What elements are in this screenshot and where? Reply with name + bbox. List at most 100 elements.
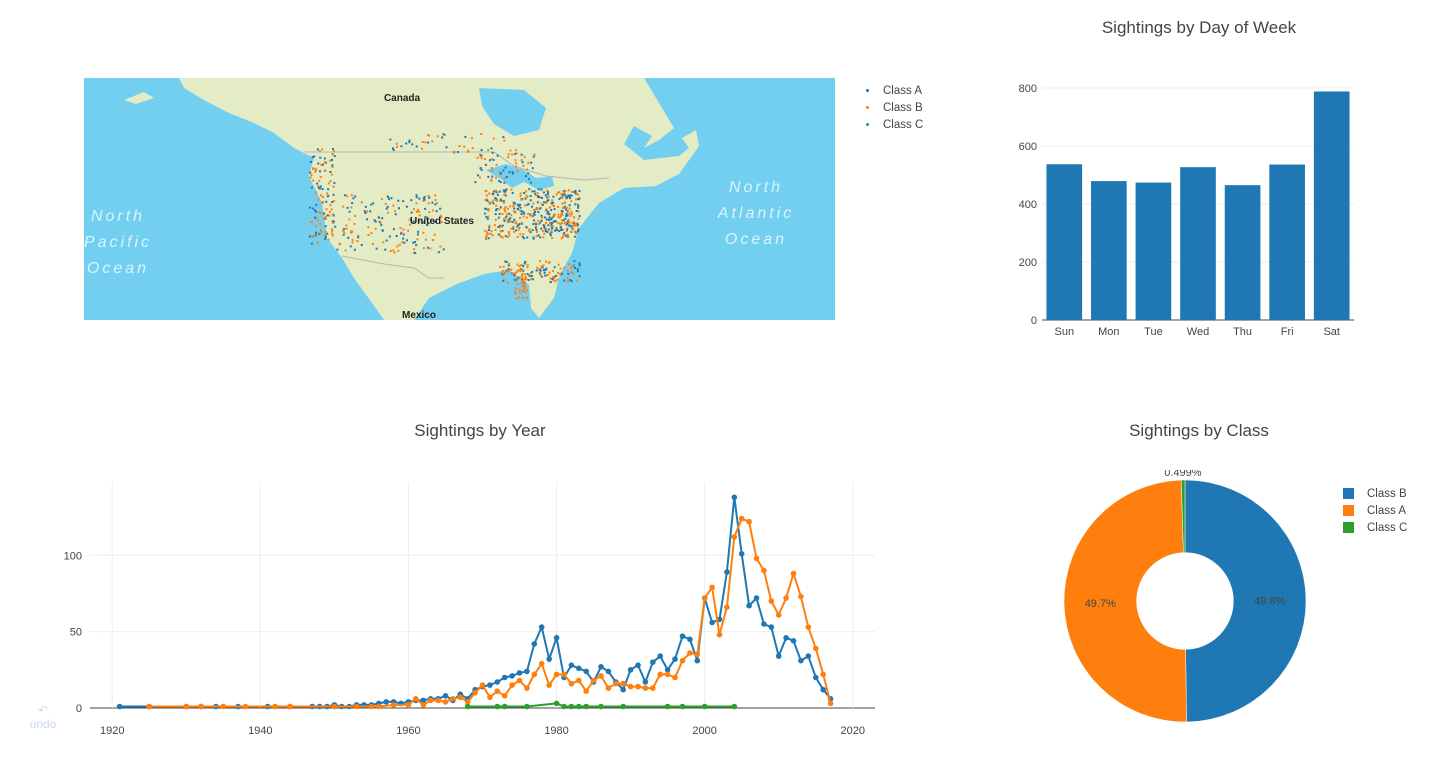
sighting-point: [369, 210, 372, 213]
map-canvas[interactable]: Canada United States Mexico North Pacifi…: [84, 78, 835, 320]
sighting-point: [487, 229, 490, 231]
sighting-point: [402, 228, 405, 231]
line-point-class-a: [590, 677, 597, 684]
sighting-point: [489, 232, 492, 235]
sighting-point: [514, 222, 517, 225]
sighting-point: [519, 209, 522, 212]
sighting-point: [514, 219, 517, 222]
pie-legend-item-class-c[interactable]: Class C: [1343, 519, 1407, 536]
sighting-point: [495, 191, 498, 194]
map-legend-item-class-b[interactable]: Class B: [862, 99, 923, 116]
line-point-class-a: [576, 677, 582, 684]
sighting-point: [523, 273, 526, 276]
sighting-point: [439, 214, 442, 217]
sighting-point: [516, 236, 519, 238]
sighting-point: [537, 219, 540, 222]
sighting-point: [562, 233, 565, 236]
pie-legend-item-class-a[interactable]: Class A: [1343, 502, 1407, 519]
sighting-point: [311, 156, 314, 159]
sighting-point: [502, 169, 505, 172]
line-point-class-a: [450, 696, 456, 702]
sighting-point: [514, 149, 517, 152]
sighting-point: [496, 199, 499, 202]
pie-chart[interactable]: 49.8% 49.7% 0.499%: [1050, 470, 1330, 750]
sighting-point: [549, 234, 552, 237]
sighting-point: [423, 198, 426, 201]
line-point-class-c: [553, 700, 560, 707]
sighting-point: [559, 226, 562, 229]
sighting-point: [530, 278, 533, 281]
sighting-point: [519, 203, 522, 206]
line-chart[interactable]: 0 50 100 1920 1940 1960 1980 2000 2020: [60, 470, 890, 760]
sighting-point: [441, 136, 444, 139]
sighting-point: [573, 216, 576, 219]
sighting-point: [348, 210, 351, 213]
sighting-point: [495, 163, 498, 166]
sighting-point: [498, 212, 501, 215]
sighting-point: [565, 221, 568, 224]
bar-x-tick-label: Fri: [1281, 326, 1294, 338]
sighting-point: [478, 176, 481, 179]
map-legend-item-class-a[interactable]: Class A: [862, 82, 923, 99]
sighting-point: [484, 229, 487, 232]
undo-button[interactable]: ↶ undo: [23, 703, 63, 731]
line-point-class-b: [553, 635, 560, 641]
sighting-point: [427, 194, 430, 197]
sighting-point: [577, 210, 580, 213]
sighting-point: [523, 287, 526, 290]
sighting-point: [519, 268, 522, 271]
sighting-point: [571, 212, 573, 215]
sighting-point: [549, 232, 552, 235]
sighting-point: [494, 213, 497, 216]
line-point-class-a: [427, 697, 434, 704]
sighting-point: [539, 269, 542, 272]
sighting-point: [312, 168, 315, 170]
sighting-point: [331, 228, 334, 231]
sighting-point: [331, 153, 334, 155]
sighting-point: [533, 208, 536, 211]
sighting-point: [317, 231, 320, 234]
sighting-point: [513, 230, 516, 233]
sighting-point: [541, 230, 544, 233]
sighting-point: [559, 267, 562, 270]
sighting-point: [491, 201, 494, 204]
sighting-point: [414, 252, 417, 255]
sighting-point: [528, 188, 531, 191]
sighting-point: [321, 148, 324, 151]
sighting-point: [505, 269, 508, 272]
sighting-point: [499, 206, 502, 209]
pie-legend-item-class-b[interactable]: Class B: [1343, 485, 1407, 502]
sighting-point: [397, 199, 400, 202]
sighting-point: [516, 208, 519, 211]
sighting-point: [537, 268, 540, 271]
sighting-point: [516, 225, 519, 228]
sighting-point: [495, 208, 498, 210]
sighting-point: [436, 202, 439, 205]
sighting-point: [518, 288, 521, 291]
line-point-class-b: [687, 636, 693, 643]
sighting-point: [371, 243, 374, 246]
sighting-point: [309, 235, 311, 238]
alaska-peninsula: [124, 92, 154, 104]
bar-y-tick-label: 0: [1031, 315, 1037, 327]
sighting-point: [398, 243, 401, 246]
sighting-point: [381, 217, 384, 220]
sighting-point: [522, 233, 525, 236]
sighting-point: [560, 237, 563, 240]
sighting-point: [557, 271, 559, 274]
sightings-map[interactable]: Canada United States Mexico North Pacifi…: [84, 78, 835, 320]
sighting-point: [327, 188, 330, 191]
sighting-point: [557, 221, 560, 224]
sighting-point: [379, 222, 382, 225]
sighting-point: [346, 206, 349, 209]
bar-chart[interactable]: 0 200 400 600 800 Sun Mon Tue Wed Thu Fri Sat: [990, 70, 1410, 350]
sighting-point: [490, 178, 493, 181]
sighting-point: [561, 192, 564, 195]
sighting-point: [415, 145, 418, 148]
line-point-class-c: [583, 703, 589, 710]
sighting-point: [390, 197, 393, 200]
sighting-point: [491, 234, 494, 237]
map-legend-item-class-c[interactable]: Class C: [862, 116, 923, 133]
line-gridlines: [90, 482, 875, 709]
sighting-point: [311, 207, 314, 210]
